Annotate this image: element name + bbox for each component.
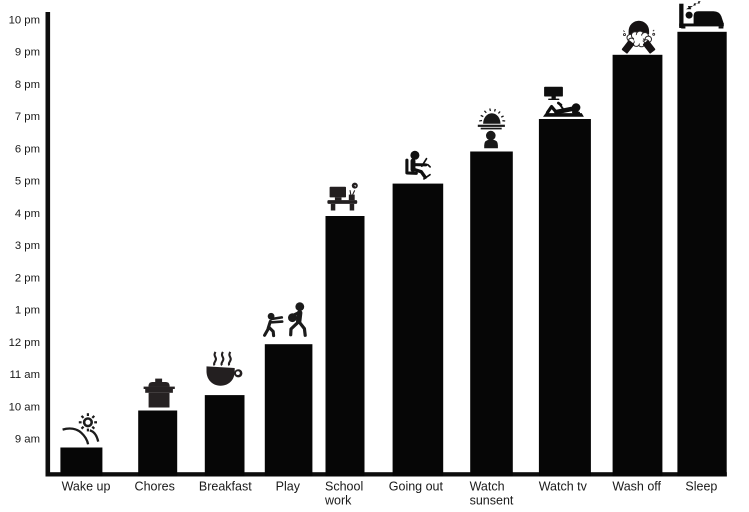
svg-text:10 am: 10 am: [9, 402, 40, 414]
svg-text:1 pm: 1 pm: [15, 305, 40, 317]
svg-text:Watch tv: Watch tv: [539, 479, 588, 493]
svg-text:Sleep: Sleep: [685, 479, 717, 493]
svg-text:2 pm: 2 pm: [15, 273, 40, 285]
svg-text:11 am: 11 am: [9, 369, 40, 381]
svg-text:6 pm: 6 pm: [15, 143, 40, 155]
svg-text:4 pm: 4 pm: [15, 208, 40, 220]
svg-text:5 pm: 5 pm: [15, 176, 40, 188]
svg-text:Watch: Watch: [470, 479, 505, 493]
svg-text:12 pm: 12 pm: [9, 337, 40, 349]
svg-text:Play: Play: [276, 479, 301, 493]
svg-text:Wake up: Wake up: [62, 479, 111, 493]
svg-text:work: work: [324, 494, 352, 508]
svg-text:3 pm: 3 pm: [15, 240, 40, 252]
svg-text:9 am: 9 am: [15, 434, 40, 446]
svg-text:Going out: Going out: [389, 479, 444, 493]
svg-text:sunsent: sunsent: [470, 494, 514, 508]
svg-text:Breakfast: Breakfast: [199, 479, 252, 493]
svg-text:8 pm: 8 pm: [15, 79, 40, 91]
svg-text:9 pm: 9 pm: [15, 47, 40, 59]
svg-text:School: School: [325, 479, 363, 493]
svg-text:Chores: Chores: [135, 479, 175, 493]
svg-text:10 pm: 10 pm: [9, 14, 40, 26]
svg-text:Wash off: Wash off: [612, 479, 661, 493]
svg-text:7 pm: 7 pm: [15, 111, 40, 123]
